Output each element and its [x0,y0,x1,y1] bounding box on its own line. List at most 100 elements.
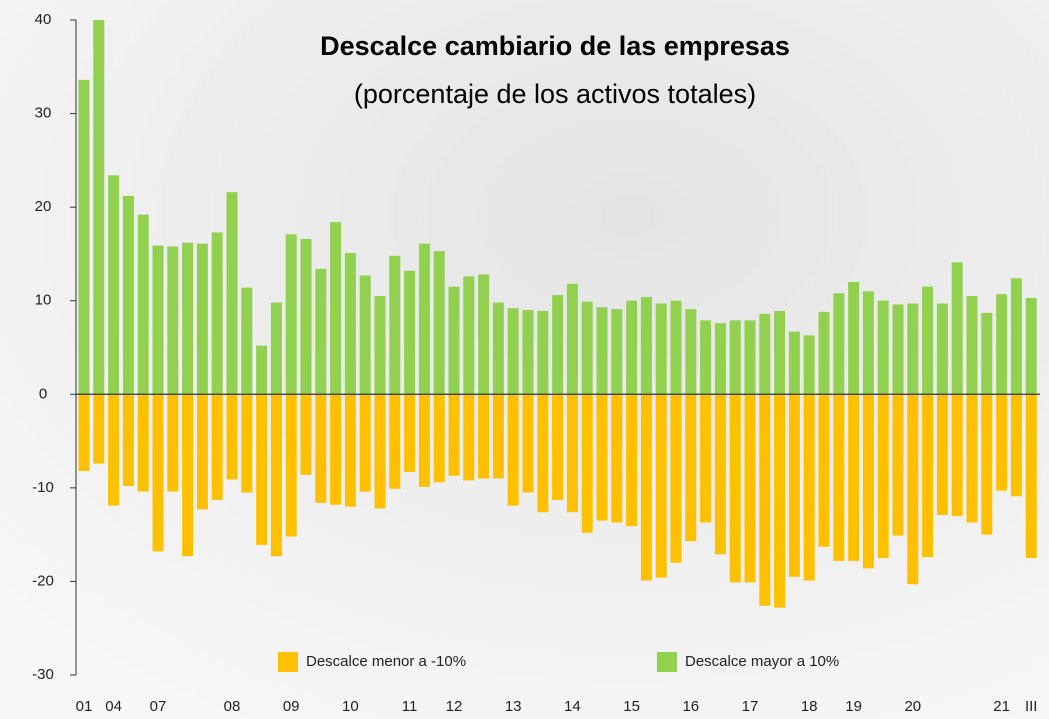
bar [507,394,519,506]
bar [137,394,149,492]
y-tick-label: -20 [32,572,54,589]
bar [818,311,830,395]
legend-swatch [657,652,677,672]
bar [714,394,726,555]
bar [196,243,208,395]
bar [315,268,327,395]
bar [566,394,578,513]
bar [803,335,815,395]
x-tick-label: 20 [904,698,921,715]
bar [951,394,963,516]
bar [241,394,253,493]
bar [374,296,386,395]
bar [211,394,223,501]
bar [433,251,445,395]
bar [892,304,904,395]
y-tick-label: -30 [32,666,54,683]
bar [330,394,342,505]
x-tick-label: 15 [623,698,640,715]
bar [729,394,741,583]
bar [122,394,134,486]
bar [996,394,1008,491]
y-tick-label: 20 [35,198,52,215]
bar [1025,394,1037,559]
bar [552,394,564,501]
bar [1010,278,1022,395]
bar [566,283,578,395]
x-tick-label: 04 [105,698,122,715]
bar [389,255,401,395]
bar [981,312,993,395]
bar [966,296,978,395]
x-tick-label: 18 [801,698,818,715]
bar [951,262,963,395]
x-tick-label: 16 [682,698,699,715]
legend-label: Descalce menor a -10% [306,653,466,670]
bar [359,394,371,492]
x-tick-label: 11 [402,698,418,715]
bar [108,175,120,395]
x-tick-label: 09 [283,698,300,715]
bar [478,394,490,479]
bar [818,394,830,547]
bar [640,394,652,581]
bar [93,20,105,395]
bar [552,295,564,395]
bar [256,394,268,545]
bar [196,394,208,510]
bar [374,394,386,509]
bar [700,320,712,395]
bar [907,394,919,585]
bar [892,394,904,536]
y-tick-label: 0 [39,385,47,402]
bar [700,394,712,523]
bar [774,311,786,395]
bar [996,294,1008,395]
legend-label: Descalce mayor a 10% [685,653,839,670]
bar [448,394,460,476]
bar [907,303,919,395]
legend-swatch [278,652,298,672]
bar [122,195,134,395]
bar [596,394,608,521]
bar [359,275,371,395]
bar [936,303,948,395]
bar [537,311,549,395]
bar [685,394,697,542]
bar [211,232,223,395]
bar [300,238,312,395]
bar [78,394,90,472]
bar [315,394,327,503]
bar [803,394,815,581]
bar [344,394,356,507]
bar [833,394,845,561]
y-tick-label: 30 [35,105,52,122]
x-tick-label: 14 [564,698,581,715]
bar [492,302,504,395]
bar [226,192,238,395]
bar [463,394,475,481]
bar [626,300,638,395]
bar [108,394,120,506]
bar [788,331,800,395]
x-tick-label: 21 [993,698,1010,715]
bar [655,303,667,395]
bar [877,300,889,395]
bar [729,320,741,395]
bar [862,394,874,569]
x-tick-label: 19 [845,698,862,715]
bar [478,274,490,395]
bar [404,394,416,472]
x-tick-label: 13 [505,698,522,715]
bar [137,214,149,395]
bar [300,394,312,475]
y-tick-label: 40 [35,11,52,28]
bar [759,394,771,606]
bar [344,252,356,395]
chart-title: Descalce cambiario de las empresas [320,31,790,61]
bar [330,222,342,395]
bar [418,243,430,395]
bar [226,394,238,480]
bar [788,394,800,577]
